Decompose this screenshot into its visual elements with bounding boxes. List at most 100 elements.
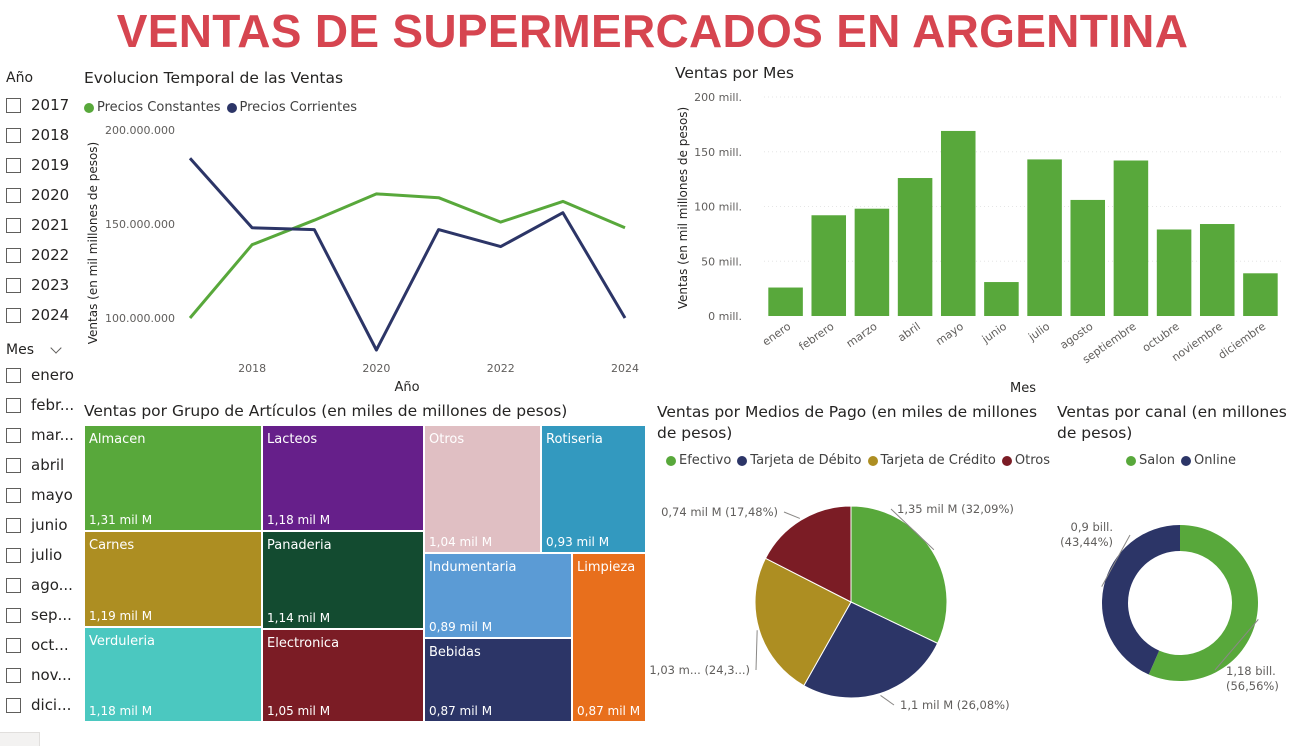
month-option[interactable]: sep...: [6, 600, 78, 630]
month-option-label: julio: [31, 546, 63, 564]
checkbox[interactable]: [6, 697, 21, 713]
month-option[interactable]: junio: [6, 510, 78, 540]
treemap-cell-otros[interactable]: Otros 1,04 mil M: [424, 425, 541, 553]
pie-slice-0[interactable]: [850, 505, 948, 645]
month-option[interactable]: dici...: [6, 690, 78, 720]
treemap-cell-label: Lacteos: [267, 432, 318, 447]
treemap-cell-lacteos[interactable]: Lacteos 1,18 mil M: [262, 425, 424, 531]
treemap-cell-value: 1,04 mil M: [429, 535, 493, 549]
bar-mayo[interactable]: [940, 130, 976, 316]
bar-octubre[interactable]: [1156, 229, 1192, 316]
treemap-cell-bebidas[interactable]: Bebidas 0,87 mil M: [424, 638, 572, 722]
treemap-cell-panaderia[interactable]: Panaderia 1,14 mil M: [262, 531, 424, 629]
checkbox[interactable]: [6, 127, 21, 143]
checkbox[interactable]: [6, 457, 21, 473]
y-tick-label: 200 mill.: [694, 91, 742, 104]
donut-slice-salon[interactable]: [1148, 525, 1258, 681]
bar-septiembre[interactable]: [1113, 160, 1149, 316]
pie-chart-title: Ventas por Medios de Pago (en miles de m…: [657, 403, 1038, 442]
treemap-cell-verduleria[interactable]: Verduleria 1,18 mil M: [84, 627, 262, 722]
month-option[interactable]: abril: [6, 450, 78, 480]
month-option[interactable]: mayo: [6, 480, 78, 510]
bar-noviembre[interactable]: [1199, 224, 1235, 316]
year-option[interactable]: 2024: [6, 300, 76, 330]
year-option[interactable]: 2022: [6, 240, 76, 270]
checkbox[interactable]: [6, 427, 21, 443]
donut-slice-online[interactable]: [1102, 525, 1180, 675]
month-option-label: ago...: [31, 576, 73, 594]
checkbox[interactable]: [6, 577, 21, 593]
month-option[interactable]: ago...: [6, 570, 78, 600]
checkbox[interactable]: [6, 157, 21, 173]
pie-leader-line: [783, 511, 801, 519]
treemap-chart: Almacen 1,31 mil M Carnes 1,19 mil M Verdule…: [84, 425, 646, 722]
bar-diciembre[interactable]: [1243, 273, 1278, 316]
legend-item-credito[interactable]: Tarjeta de Crédito: [867, 453, 996, 468]
x-axis-title: Año: [394, 380, 419, 395]
checkbox[interactable]: [6, 217, 21, 233]
year-option[interactable]: 2019: [6, 150, 76, 180]
year-option-label: 2021: [31, 216, 70, 234]
treemap-cell-label: Bebidas: [429, 645, 481, 660]
month-option[interactable]: julio: [6, 540, 78, 570]
checkbox[interactable]: [6, 667, 21, 683]
legend-item-corrientes[interactable]: Precios Corrientes: [226, 100, 357, 115]
bar-febrero[interactable]: [811, 215, 847, 316]
chevron-down-icon[interactable]: [50, 342, 62, 354]
checkbox[interactable]: [6, 607, 21, 623]
bar-enero[interactable]: [768, 287, 803, 316]
checkbox[interactable]: [6, 397, 21, 413]
bar-agosto[interactable]: [1070, 199, 1106, 316]
bar-julio[interactable]: [1027, 159, 1062, 316]
checkbox[interactable]: [6, 517, 21, 533]
legend-item-online[interactable]: Online: [1181, 453, 1236, 468]
year-option[interactable]: 2023: [6, 270, 76, 300]
checkbox[interactable]: [6, 487, 21, 503]
checkbox[interactable]: [6, 97, 21, 113]
checkbox[interactable]: [6, 547, 21, 563]
month-option[interactable]: mar...: [6, 420, 78, 450]
treemap-cell-almacen[interactable]: Almacen 1,31 mil M: [84, 425, 262, 531]
year-option[interactable]: 2021: [6, 210, 76, 240]
legend-item-debito[interactable]: Tarjeta de Débito: [737, 453, 862, 468]
month-option[interactable]: enero: [6, 360, 78, 390]
legend-item-otros[interactable]: Otros: [1001, 453, 1050, 468]
checkbox[interactable]: [6, 247, 21, 263]
checkbox[interactable]: [6, 367, 21, 383]
treemap-cell-rotiseria[interactable]: Rotiseria 0,93 mil M: [541, 425, 646, 553]
month-option-label: dici...: [31, 696, 72, 714]
legend-item-efectivo[interactable]: Efectivo: [666, 453, 731, 468]
month-option-label: enero: [31, 366, 74, 384]
x-tick-label: agosto: [1058, 320, 1096, 352]
year-option-label: 2024: [31, 306, 70, 324]
line-series-corrientes[interactable]: [188, 157, 627, 352]
bar-marzo[interactable]: [854, 208, 890, 316]
line-series-constantes[interactable]: [188, 192, 626, 319]
x-tick-label: abril: [895, 320, 922, 345]
treemap-cell-limpieza[interactable]: Limpieza 0,87 mil M: [572, 553, 646, 722]
donut-chart: 1,18 bill.(56,56%) 0,9 bill.(43,44%): [1060, 520, 1279, 693]
donut-chart-title: Ventas por canal (en millones de pesos): [1057, 403, 1287, 442]
legend-item-constantes[interactable]: Precios Constantes: [84, 100, 221, 115]
year-option[interactable]: 2020: [6, 180, 76, 210]
page-scroll-handle[interactable]: [0, 732, 40, 746]
checkbox[interactable]: [6, 637, 21, 653]
y-axis-title: Ventas (en mil millones de pesos): [676, 107, 690, 309]
checkbox[interactable]: [6, 187, 21, 203]
month-option[interactable]: febr...: [6, 390, 78, 420]
treemap-cell-carnes[interactable]: Carnes 1,19 mil M: [84, 531, 262, 627]
year-option[interactable]: 2017: [6, 90, 76, 120]
bar-abril[interactable]: [897, 178, 933, 316]
pie-slice-3[interactable]: [764, 505, 852, 603]
legend-item-salon[interactable]: Salon: [1126, 453, 1175, 468]
month-option[interactable]: nov...: [6, 660, 78, 690]
treemap-cell-indumentaria[interactable]: Indumentaria 0,89 mil M: [424, 553, 572, 638]
checkbox[interactable]: [6, 307, 21, 323]
donut-leader-line: [1214, 619, 1259, 671]
pie-slice-1[interactable]: [803, 601, 939, 699]
checkbox[interactable]: [6, 277, 21, 293]
bar-junio[interactable]: [984, 282, 1019, 316]
year-option[interactable]: 2018: [6, 120, 76, 150]
treemap-cell-electronica[interactable]: Electronica 1,05 mil M: [262, 629, 424, 722]
month-option[interactable]: oct...: [6, 630, 78, 660]
